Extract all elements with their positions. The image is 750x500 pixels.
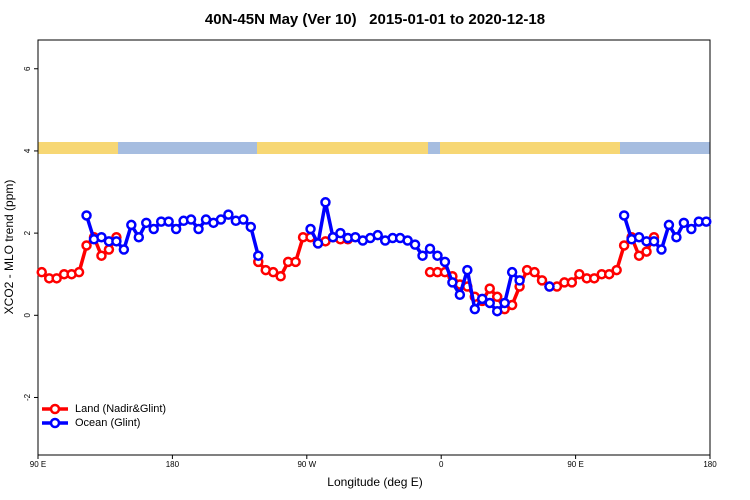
y-axis-label: XCO2 - MLO trend (ppm)	[2, 180, 16, 315]
data-point	[312, 238, 324, 249]
data-point	[618, 210, 630, 221]
data-point	[126, 219, 137, 231]
data-point	[51, 273, 62, 284]
data-point	[267, 266, 279, 278]
data-point	[215, 214, 227, 225]
data-point	[477, 293, 488, 305]
data-point	[506, 266, 518, 278]
data-point	[185, 214, 197, 225]
data-point	[372, 229, 383, 241]
data-point	[663, 219, 675, 231]
data-point	[656, 244, 667, 255]
data-point	[454, 289, 466, 301]
y-tick-label: 6	[23, 66, 32, 71]
data-point	[484, 297, 495, 309]
data-point	[686, 223, 697, 235]
data-point	[275, 271, 286, 282]
data-point	[648, 236, 660, 247]
data-point	[103, 244, 115, 255]
plot-frame	[37, 39, 711, 456]
chart-title: 40N-45N May (Ver 10) 2015-01-01 to 2020-…	[205, 11, 545, 28]
y-tick-label: 0	[23, 313, 32, 318]
x-tick-label: 0	[439, 460, 444, 469]
data-point	[327, 231, 339, 243]
data-point	[603, 268, 615, 280]
data-point	[432, 250, 443, 261]
data-point	[589, 273, 600, 284]
data-point	[223, 209, 234, 220]
legend-marker	[49, 403, 61, 415]
data-point	[111, 236, 122, 247]
x-tick-label: 180	[703, 460, 717, 469]
data-point	[170, 223, 182, 235]
data-point	[529, 266, 540, 278]
series-line	[308, 200, 521, 313]
data-point	[409, 239, 421, 250]
data-point	[163, 216, 174, 227]
data-point	[701, 216, 712, 227]
data-point	[290, 256, 301, 268]
data-point	[462, 264, 473, 276]
legend-label: Ocean (Glint)	[75, 417, 140, 429]
data-point	[566, 277, 578, 288]
data-point	[133, 231, 145, 243]
data-point	[305, 223, 316, 235]
data-point	[514, 275, 525, 286]
y-tick-label: 4	[23, 148, 32, 153]
data-point	[320, 197, 331, 208]
data-point	[491, 305, 503, 317]
data-point	[618, 240, 630, 251]
x-axis-label: Longitude (deg E)	[327, 475, 422, 489]
data-point	[678, 217, 690, 229]
data-point	[73, 266, 85, 278]
legend-marker	[49, 417, 61, 429]
data-point	[611, 264, 622, 276]
data-point	[633, 250, 645, 261]
x-tick-label: 90 E	[567, 460, 583, 469]
data-point	[36, 266, 47, 278]
legend-label: Land (Nadir&Glint)	[75, 403, 166, 415]
data-point	[424, 243, 436, 254]
data-point	[96, 250, 107, 261]
data-point	[671, 231, 682, 243]
data-point	[81, 210, 92, 221]
data-point	[141, 217, 152, 229]
data-point	[536, 275, 548, 286]
x-tick-label: 180	[166, 460, 180, 469]
data-point	[81, 240, 92, 251]
data-point	[148, 223, 159, 235]
data-point	[118, 244, 130, 255]
data-point	[238, 214, 249, 225]
data-point	[245, 221, 257, 233]
data-point	[484, 283, 495, 294]
data-point	[641, 246, 652, 257]
data-point	[439, 256, 451, 268]
data-point	[96, 231, 107, 243]
land-ocean-strip	[38, 142, 710, 154]
data-point	[574, 268, 585, 280]
x-tick-label: 90 W	[297, 460, 316, 469]
y-tick-label: 2	[23, 230, 32, 235]
data-point	[499, 297, 510, 309]
data-point	[193, 223, 204, 235]
data-point	[253, 250, 264, 261]
x-tick-label: 90 E	[30, 460, 46, 469]
data-point	[469, 303, 481, 315]
data-point	[335, 227, 346, 239]
y-tick-label: -2	[23, 393, 32, 401]
data-point	[491, 291, 503, 303]
data-point	[417, 250, 428, 261]
data-point	[633, 231, 645, 243]
data-point	[447, 277, 458, 288]
data-point	[402, 235, 413, 246]
data-point	[544, 281, 555, 292]
